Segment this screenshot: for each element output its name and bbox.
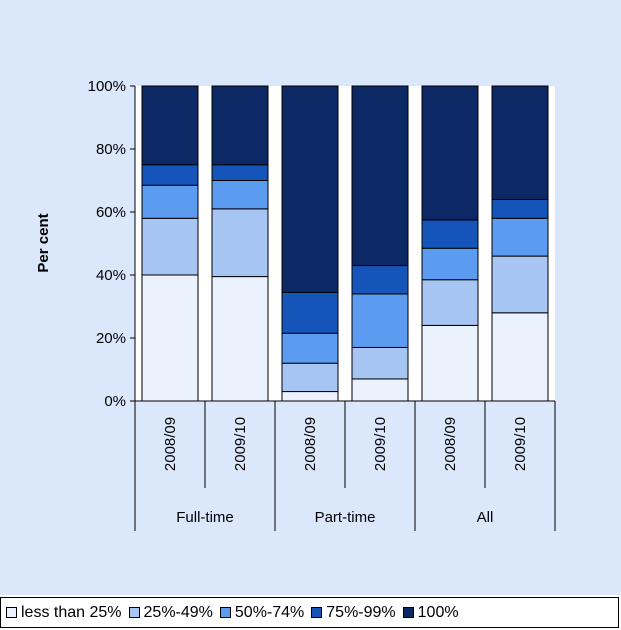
legend-swatch <box>219 607 231 618</box>
group-label: Part-time <box>315 509 376 526</box>
bar-segment <box>351 346 409 380</box>
legend-item: less than 25% <box>6 604 122 622</box>
y-tick-label: 0% <box>104 393 126 410</box>
bar-segment <box>351 85 409 267</box>
y-tick-label: 100% <box>88 78 126 95</box>
legend-swatch <box>402 607 414 618</box>
legend-label: 50%-74% <box>234 603 305 621</box>
bar-segment <box>141 217 199 276</box>
bar-segment <box>351 378 409 402</box>
bar-segment <box>351 293 409 348</box>
bar-segment <box>141 274 199 402</box>
bar-segment <box>421 279 479 326</box>
bar-segment <box>281 332 339 364</box>
bar-segment <box>141 85 199 166</box>
bar-segment <box>351 265 409 295</box>
bar-segment <box>491 198 549 219</box>
y-tick-label: 80% <box>96 141 126 158</box>
bar-segment <box>211 164 269 181</box>
legend-label: 75%-99% <box>326 603 396 621</box>
legend-item: 100% <box>402 603 459 622</box>
y-axis-label: Per cent <box>35 213 52 272</box>
y-tick-label: 20% <box>96 330 126 347</box>
bar-segment <box>491 85 549 200</box>
bar-segment <box>211 180 269 210</box>
legend-item: 25%-49% <box>128 603 213 622</box>
plot-area <box>135 86 555 401</box>
y-tick-label: 40% <box>96 267 126 284</box>
bar-segment <box>421 85 479 221</box>
bar-segment <box>281 391 339 402</box>
y-tick-label: 60% <box>96 204 126 221</box>
legend-label: less than 25% <box>21 603 122 621</box>
bars-layer <box>141 85 549 402</box>
bar-segment <box>491 217 549 257</box>
bar-segment <box>281 362 339 393</box>
x-tick-label: 2008/09 <box>442 417 459 471</box>
legend-swatch <box>6 607 17 618</box>
x-tick-label: 2008/09 <box>162 417 179 471</box>
bar-segment <box>491 255 549 314</box>
bar-segment <box>491 312 549 402</box>
bar-segment <box>211 208 269 278</box>
bar-segment <box>281 85 339 293</box>
stacked-bar-chart: 0% 20% 40% 60% 80% 100% 2008/09 2009/10 2008/09 2… <box>0 0 621 595</box>
bar-segment <box>141 164 199 186</box>
bar-segment <box>141 184 199 219</box>
legend: less than 25% 25%-49% 50%-74% 75%-99% 100% <box>0 597 619 628</box>
bar-segment <box>421 247 479 281</box>
bar-segment <box>421 219 479 249</box>
bar-segment <box>211 276 269 402</box>
legend-swatch <box>311 607 323 618</box>
legend-item: 50%-74% <box>219 603 305 622</box>
axes-layer: 0% 20% 40% 60% 80% 100% 2008/09 2009/10 2008/09 2… <box>88 78 556 531</box>
legend-item: 75%-99% <box>311 603 396 622</box>
x-tick-label: 2009/10 <box>512 417 529 471</box>
group-label: All <box>477 509 494 526</box>
legend-label: 25%-49% <box>143 603 213 621</box>
x-tick-label: 2009/10 <box>372 417 389 471</box>
legend-label: 100% <box>417 603 459 621</box>
legend-swatch <box>128 607 140 618</box>
bar-segment <box>281 291 339 334</box>
bar-segment <box>211 85 269 166</box>
x-tick-label: 2008/09 <box>302 417 319 471</box>
group-label: Full-time <box>176 509 234 526</box>
x-tick-label: 2009/10 <box>232 417 249 471</box>
bar-segment <box>421 324 479 402</box>
